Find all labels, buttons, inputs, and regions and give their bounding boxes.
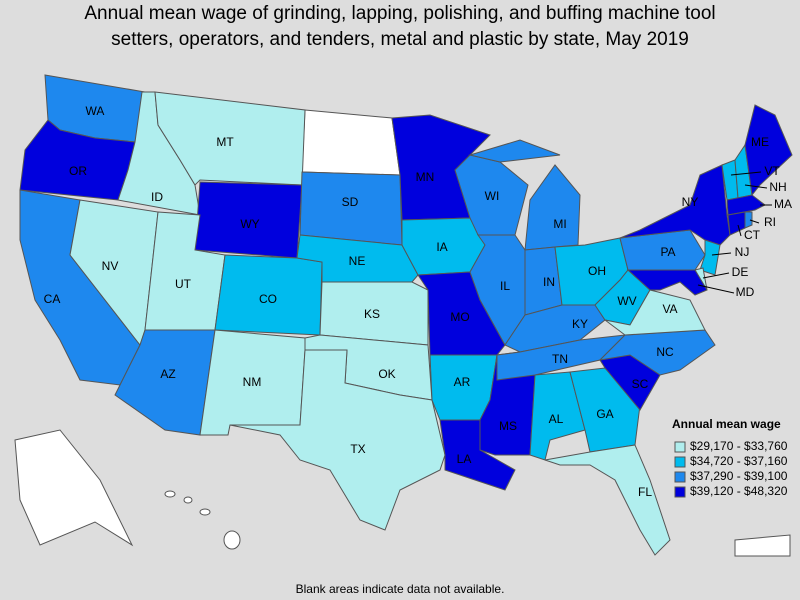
state-label: CA [44, 292, 61, 306]
state-label: IN [543, 275, 555, 289]
state-label: OR [69, 164, 87, 178]
state [319, 281, 429, 346]
state-label: MA [774, 197, 792, 211]
legend-swatch [674, 456, 686, 468]
state-label: TX [350, 442, 365, 456]
state-label: GA [596, 407, 613, 421]
state [604, 289, 706, 336]
title-line: Annual mean wage of grinding, lapping, p… [84, 3, 715, 24]
leader-line [702, 272, 730, 279]
legend-label: $34,720 - $37,160 [690, 454, 788, 468]
state-label: SC [632, 377, 649, 391]
legend-label: $37,290 - $39,100 [690, 469, 788, 483]
state-label: IA [436, 240, 447, 254]
title-line: setters, operators, and tenders, metal a… [111, 29, 689, 50]
leader-line [737, 224, 742, 237]
blank-state [301, 109, 401, 176]
legend-label: $39,120 - $48,320 [690, 484, 788, 498]
state-label: RI [764, 215, 776, 229]
state-label: ME [751, 135, 769, 149]
state-label: WA [86, 104, 105, 118]
state-label: MS [499, 419, 517, 433]
leader-line [744, 184, 768, 189]
legend-label: $29,170 - $33,760 [690, 439, 788, 453]
state-label: AR [454, 375, 471, 389]
state-label: MI [553, 217, 566, 231]
state-label: MT [216, 135, 234, 149]
state-label: WV [617, 294, 636, 308]
state-label: NE [349, 254, 366, 268]
state-label: MD [736, 285, 755, 299]
footnote: Blank areas indicate data not available. [296, 582, 505, 596]
state-label: NH [769, 180, 786, 194]
state [726, 194, 766, 216]
state-label: MN [416, 170, 435, 184]
state-label: KY [572, 317, 588, 331]
leader-line [711, 252, 732, 256]
leader-line [697, 284, 735, 294]
legend-swatch [674, 486, 686, 498]
state-label: KS [364, 307, 380, 321]
state [154, 91, 306, 186]
state-label: NJ [735, 245, 750, 259]
state-label: FL [638, 485, 652, 499]
legend-swatch [674, 471, 686, 483]
state [544, 444, 671, 556]
legend: $29,170 - $33,760$34,720 - $37,160$37,29… [674, 439, 788, 498]
state-label: ID [151, 190, 163, 204]
state [496, 334, 627, 381]
state-label: NC [656, 345, 674, 359]
states [19, 74, 793, 556]
blank-islands [164, 490, 791, 557]
labels: WA OR CA ID NV MT WY UT CO AZ NM SD NE KS OK TX MN IA MO AR… [44, 104, 792, 499]
state [727, 211, 746, 236]
state [699, 239, 721, 276]
state-label: WY [240, 217, 259, 231]
state-label: OH [588, 264, 606, 278]
legend-swatch [674, 441, 686, 453]
leader-line [730, 171, 762, 176]
state-label: AZ [160, 367, 175, 381]
state-label: VA [662, 302, 677, 316]
leader-line [749, 219, 760, 224]
legend-title: Annual mean wage [672, 417, 781, 431]
state-label: MO [450, 310, 469, 324]
state [626, 269, 708, 296]
state-label: AL [549, 412, 564, 426]
state-label: SD [342, 195, 359, 209]
state-label: NV [102, 259, 119, 273]
state [229, 349, 446, 531]
state-label: DE [732, 265, 749, 279]
state-label: IL [500, 279, 510, 293]
state-label: OK [378, 367, 395, 381]
state-label: UT [175, 277, 192, 291]
state-label: NY [682, 195, 699, 209]
state [468, 139, 561, 163]
state-label: WI [485, 189, 500, 203]
state-label: VT [764, 164, 780, 178]
state-label: TN [552, 352, 568, 366]
state-label: LA [457, 452, 472, 466]
state-label: CO [259, 292, 277, 306]
blank-state [14, 429, 134, 547]
state-label: NM [243, 375, 262, 389]
state [619, 164, 731, 246]
state-label: PA [660, 245, 675, 259]
state-label: CT [744, 228, 761, 242]
